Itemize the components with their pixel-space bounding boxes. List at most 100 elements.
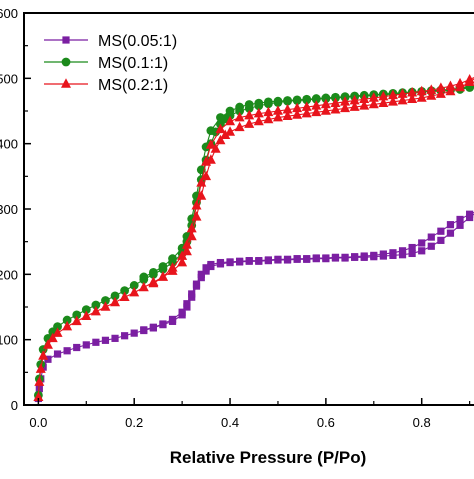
- data-point: [181, 245, 192, 256]
- data-point: [253, 107, 264, 118]
- data-point: [301, 107, 312, 118]
- data-point: [282, 110, 293, 121]
- x-axis-label: Relative Pressure (P/Po): [170, 448, 367, 467]
- data-point: [130, 329, 138, 337]
- data-point: [47, 332, 58, 343]
- data-point: [398, 251, 407, 259]
- data-point: [397, 94, 408, 105]
- y-tick-label: 0: [11, 398, 18, 413]
- data-point: [167, 262, 178, 272]
- data-point: [121, 332, 129, 340]
- series-3: [33, 73, 474, 401]
- data-point: [349, 94, 360, 105]
- data-point: [446, 229, 455, 237]
- data-point: [191, 200, 202, 210]
- data-point: [331, 253, 340, 261]
- data-point: [368, 92, 379, 102]
- legend-item: MS(0.2:1): [44, 77, 168, 94]
- data-point: [360, 252, 368, 260]
- data-point: [263, 106, 274, 117]
- data-point: [312, 254, 320, 262]
- y-tick-label: 100: [0, 333, 18, 348]
- data-point: [435, 82, 446, 92]
- data-point: [292, 109, 303, 119]
- legend-label: MS(0.05:1): [98, 33, 177, 50]
- data-point: [263, 113, 274, 124]
- data-point: [168, 315, 177, 324]
- data-point: [418, 247, 426, 255]
- data-point: [330, 97, 341, 107]
- data-point: [301, 101, 312, 111]
- data-point: [225, 115, 236, 126]
- data-point: [320, 105, 331, 115]
- data-point: [303, 255, 311, 263]
- data-point: [322, 254, 330, 262]
- data-point: [100, 301, 111, 311]
- plot-frame: [23, 12, 474, 406]
- data-point: [81, 305, 91, 315]
- data-point: [446, 221, 455, 229]
- data-point: [398, 247, 407, 255]
- data-point: [244, 100, 254, 109]
- data-point: [234, 111, 245, 122]
- data-point: [418, 239, 426, 247]
- series-layer: [33, 73, 474, 403]
- data-point: [455, 77, 466, 88]
- data-point: [397, 88, 408, 98]
- data-point: [341, 253, 349, 261]
- data-point: [283, 96, 292, 105]
- data-point: [120, 286, 130, 296]
- data-point: [389, 249, 397, 257]
- data-point: [320, 98, 331, 109]
- data-point: [379, 250, 387, 258]
- data-point: [33, 391, 44, 401]
- data-point: [34, 376, 45, 386]
- data-point: [201, 170, 212, 181]
- data-point: [378, 97, 389, 107]
- data-point: [263, 97, 273, 107]
- data-point: [445, 85, 456, 96]
- data-point: [220, 129, 231, 139]
- data-point: [368, 98, 379, 109]
- data-point: [202, 264, 210, 272]
- data-point: [101, 336, 110, 344]
- data-point: [293, 255, 301, 263]
- data-point: [464, 73, 474, 84]
- x-tick-label: 0.0: [29, 415, 47, 430]
- data-point: [244, 109, 255, 120]
- legend-label: MS(0.1:1): [98, 55, 168, 72]
- data-point: [426, 84, 437, 94]
- data-point: [408, 243, 416, 252]
- data-point: [340, 96, 351, 106]
- data-point: [92, 338, 100, 346]
- data-point: [225, 106, 235, 116]
- y-tick-label: 200: [0, 267, 18, 282]
- legend-marker: [62, 36, 70, 44]
- data-point: [274, 255, 282, 263]
- data-point: [387, 96, 398, 106]
- data-point: [119, 291, 130, 301]
- data-point: [456, 221, 464, 229]
- data-point: [445, 80, 456, 90]
- y-tick-label: 500: [0, 71, 18, 86]
- data-point: [321, 93, 331, 103]
- data-point: [207, 260, 215, 269]
- data-point: [407, 93, 418, 104]
- data-point: [235, 102, 245, 112]
- data-point: [435, 88, 446, 98]
- data-point: [129, 286, 140, 297]
- data-point: [158, 262, 168, 271]
- data-point: [192, 280, 201, 288]
- data-point: [148, 267, 158, 277]
- data-point: [82, 341, 90, 349]
- legend-item: MS(0.05:1): [44, 33, 177, 50]
- data-point: [264, 256, 272, 264]
- y-tick-label: 600: [0, 6, 18, 21]
- data-point: [456, 215, 464, 224]
- data-point: [437, 227, 445, 235]
- legend-label: MS(0.2:1): [98, 77, 168, 94]
- data-point: [216, 113, 225, 122]
- data-point: [311, 94, 321, 103]
